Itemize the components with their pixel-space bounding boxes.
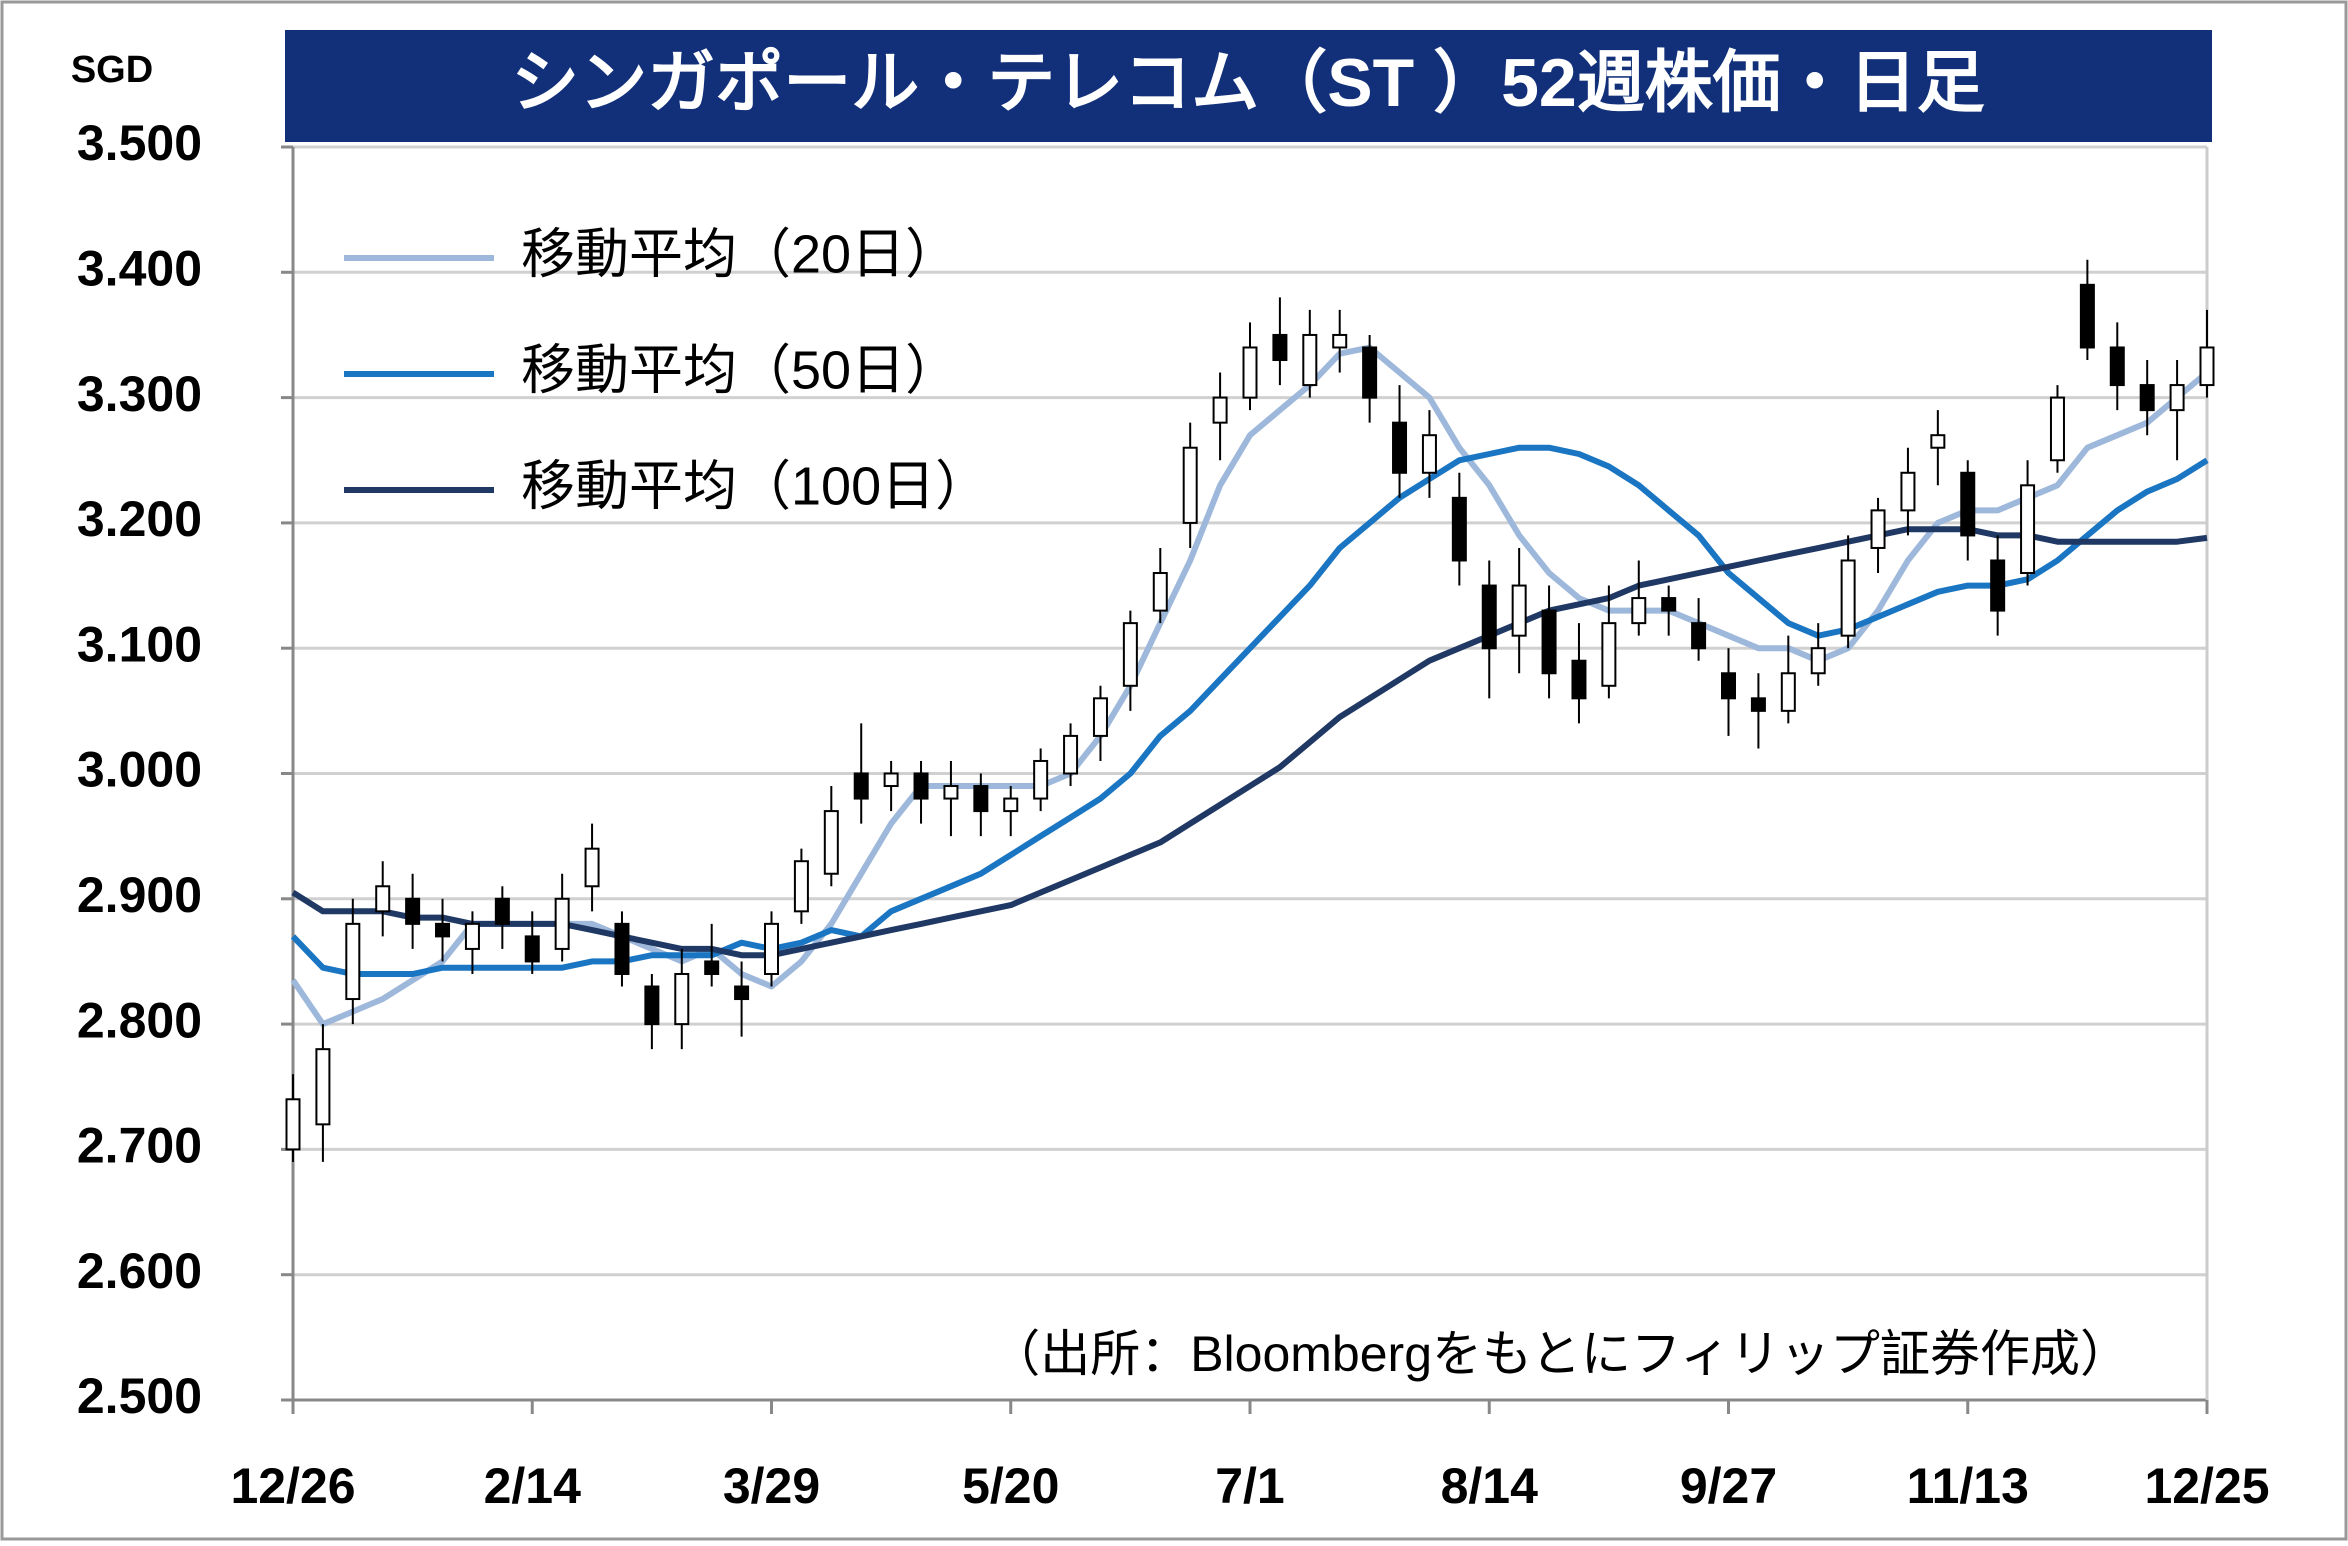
- candle-body: [1182, 446, 1198, 524]
- candle-body: [764, 922, 779, 975]
- candle-body: [1152, 572, 1168, 612]
- candle-body: [464, 922, 480, 950]
- candle-body: [1810, 647, 1826, 675]
- y-tick-label: 2.700: [77, 1118, 202, 1174]
- candle-body: [1661, 597, 1677, 612]
- candle-body: [1930, 434, 1946, 449]
- candle-body: [2079, 283, 2095, 349]
- candle-body: [1780, 672, 1796, 712]
- candle-body: [315, 1048, 331, 1126]
- candle-body: [2020, 484, 2036, 575]
- y-tick-label: 3.200: [77, 491, 202, 547]
- candle-body: [1601, 622, 1617, 687]
- legend-label: 移動平均（50日）: [521, 340, 959, 400]
- candle-body: [1960, 471, 1976, 537]
- candle-body: [644, 985, 660, 1026]
- candle-body: [853, 772, 869, 800]
- candle-body: [1242, 346, 1258, 399]
- candle-body: [1631, 597, 1647, 625]
- y-unit: SGD: [71, 49, 153, 91]
- candle-body: [2139, 384, 2155, 412]
- candle-body: [435, 922, 451, 938]
- candle-body: [1451, 496, 1467, 562]
- candle-body: [524, 935, 540, 963]
- y-tick-label: 2.600: [77, 1243, 202, 1299]
- candle-body: [674, 972, 690, 1026]
- candle-body: [1302, 333, 1318, 387]
- candle-body: [1571, 659, 1587, 700]
- candle-body: [614, 922, 630, 975]
- y-tick-label: 3.300: [77, 366, 202, 422]
- candle-body: [1092, 697, 1108, 737]
- candle-body: [1122, 622, 1138, 687]
- x-tick-label: 5/20: [962, 1458, 1059, 1514]
- candle-body: [1272, 333, 1288, 362]
- candle-body: [1421, 434, 1437, 474]
- candle-body: [793, 860, 809, 913]
- moving-average-line: [291, 526, 2208, 959]
- candle-body: [823, 810, 839, 875]
- candle-body: [1511, 584, 1527, 637]
- candle-body: [1840, 559, 1856, 637]
- candle-body: [1541, 609, 1557, 675]
- candle-body: [943, 785, 959, 800]
- candle-body: [1063, 734, 1079, 775]
- y-tick-label: 2.900: [77, 867, 202, 923]
- y-tick-label: 3.400: [77, 241, 202, 297]
- candle-body: [584, 847, 600, 888]
- candle-body: [734, 985, 750, 1001]
- candle-body: [2109, 346, 2125, 387]
- y-tick-label: 2.800: [77, 992, 202, 1048]
- y-tick-label: 2.500: [77, 1368, 202, 1424]
- candle-body: [375, 885, 391, 913]
- candle-body: [285, 1098, 301, 1151]
- candle-body: [2049, 396, 2065, 462]
- candle-body: [1481, 584, 1497, 650]
- x-tick-label: 2/14: [484, 1458, 582, 1514]
- candle-body: [1990, 559, 2006, 612]
- x-tick-label: 3/29: [723, 1458, 820, 1514]
- candle-body: [704, 960, 720, 975]
- candle-body: [1332, 333, 1348, 349]
- candle-body: [913, 772, 929, 800]
- candle-body: [1003, 797, 1019, 813]
- x-tick-label: 9/27: [1680, 1458, 1777, 1514]
- x-tick-label: 12/25: [2144, 1458, 2269, 1514]
- candle-body: [1392, 421, 1408, 474]
- chart-title: シンガポール・テレコム（ST ）52週株価・日足: [511, 45, 1984, 121]
- candle-body: [2169, 384, 2185, 412]
- legend-label: 移動平均（100日）: [521, 456, 989, 516]
- x-tick-label: 8/14: [1441, 1458, 1539, 1514]
- y-tick-label: 3.100: [77, 616, 202, 672]
- candle-body: [1870, 509, 1886, 549]
- candle-body: [1900, 471, 1916, 512]
- moving-average-line: [290, 444, 2209, 977]
- legend-label: 移動平均（20日）: [521, 224, 959, 284]
- candle-body: [494, 897, 510, 925]
- x-tick-label: 11/13: [1907, 1458, 2029, 1514]
- candle-body: [1691, 622, 1707, 650]
- title-box: [285, 30, 2212, 142]
- y-tick-label: 3.500: [77, 115, 202, 171]
- x-tick-label: 7/1: [1215, 1458, 1285, 1514]
- candle-body: [1033, 759, 1049, 800]
- candle-body: [1750, 697, 1766, 712]
- candle-body: [973, 785, 989, 813]
- x-tick-label: 12/26: [230, 1458, 355, 1514]
- candle-body: [345, 922, 361, 1001]
- candle-body: [883, 772, 899, 788]
- candle-body: [554, 897, 570, 950]
- y-tick-label: 3.000: [77, 742, 202, 798]
- source-note: （出所：Bloombergをもとにフィリップ証券作成）: [990, 1326, 2130, 1382]
- candle-body: [1212, 396, 1228, 424]
- candle-body: [405, 897, 421, 925]
- candle-body: [1362, 346, 1378, 399]
- candle-body: [2199, 346, 2215, 387]
- candle-body: [1721, 672, 1736, 700]
